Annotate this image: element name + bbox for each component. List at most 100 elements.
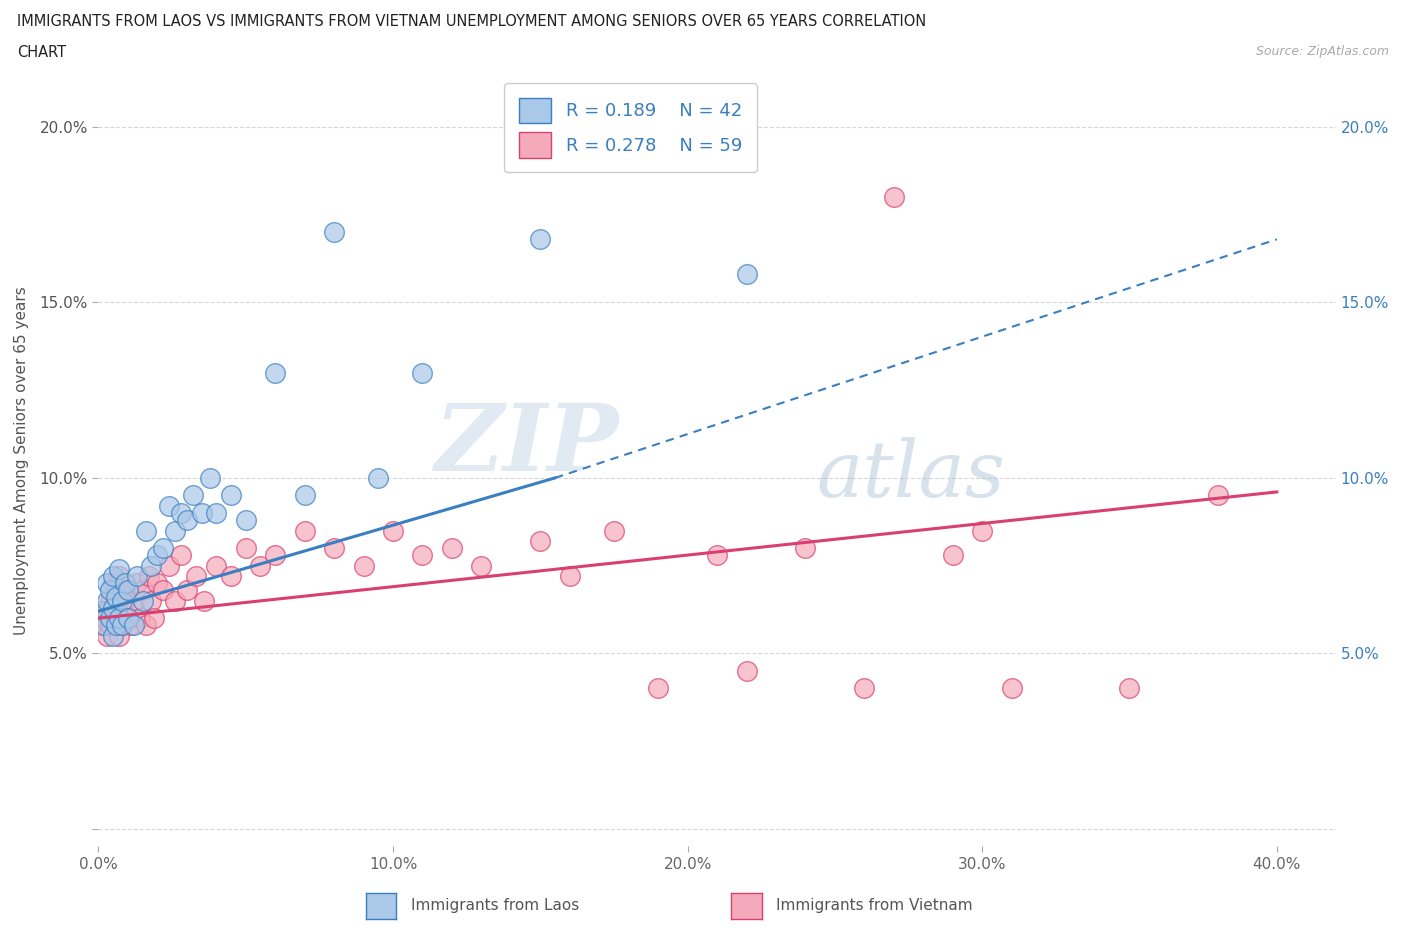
Point — [972, 523, 994, 538]
Point — [105, 618, 128, 632]
Text: Source: ZipAtlas.com: Source: ZipAtlas.com — [1256, 45, 1389, 58]
Point — [101, 600, 124, 615]
Point — [141, 558, 163, 573]
Point — [122, 618, 145, 632]
Point — [105, 583, 128, 598]
Point — [163, 523, 186, 538]
Point — [264, 365, 287, 380]
Point — [111, 618, 134, 632]
Point — [108, 562, 131, 577]
Point — [190, 506, 212, 521]
Point — [120, 618, 142, 632]
Point — [135, 618, 157, 632]
Point — [411, 548, 433, 563]
Point — [125, 576, 148, 591]
Text: CHART: CHART — [17, 45, 66, 60]
Point — [143, 611, 166, 626]
Point — [170, 506, 193, 521]
Point — [735, 663, 758, 678]
Point — [117, 583, 139, 598]
Point — [90, 604, 112, 618]
Point — [131, 593, 153, 608]
Point — [353, 558, 375, 573]
Point — [264, 548, 287, 563]
Point — [101, 569, 124, 584]
Text: atlas: atlas — [815, 438, 1005, 514]
Point — [125, 569, 148, 584]
Point — [367, 471, 389, 485]
Text: IMMIGRANTS FROM LAOS VS IMMIGRANTS FROM VIETNAM UNEMPLOYMENT AMONG SENIORS OVER : IMMIGRANTS FROM LAOS VS IMMIGRANTS FROM … — [17, 14, 927, 29]
Point — [176, 583, 198, 598]
Point — [157, 558, 180, 573]
Point — [131, 583, 153, 598]
Point — [205, 506, 228, 521]
Point — [111, 593, 134, 608]
Y-axis label: Unemployment Among Seniors over 65 years: Unemployment Among Seniors over 65 years — [14, 286, 28, 635]
Point — [152, 583, 174, 598]
Point — [122, 593, 145, 608]
Point — [105, 611, 128, 626]
Point — [176, 512, 198, 527]
Point — [219, 569, 242, 584]
Point — [117, 611, 139, 626]
Point — [96, 576, 118, 591]
Point — [117, 583, 139, 598]
Point — [93, 618, 115, 632]
Point — [440, 540, 463, 555]
Point — [853, 681, 876, 696]
Point — [101, 629, 124, 644]
Point — [108, 569, 131, 584]
Point — [157, 498, 180, 513]
Point — [105, 590, 128, 604]
Point — [96, 629, 118, 644]
Point — [294, 488, 316, 503]
Text: ZIP: ZIP — [434, 400, 619, 490]
Point — [249, 558, 271, 573]
Point — [117, 611, 139, 626]
Point — [1206, 488, 1229, 503]
Point — [135, 523, 157, 538]
Point — [647, 681, 669, 696]
Point — [108, 611, 131, 626]
Point — [200, 471, 222, 485]
Text: Immigrants from Laos: Immigrants from Laos — [411, 898, 579, 913]
Point — [883, 190, 905, 205]
Point — [138, 569, 160, 584]
Text: Immigrants from Vietnam: Immigrants from Vietnam — [776, 898, 973, 913]
Point — [529, 232, 551, 246]
Point — [205, 558, 228, 573]
Point — [98, 583, 121, 598]
Point — [235, 512, 257, 527]
Point — [294, 523, 316, 538]
Point — [382, 523, 405, 538]
Point — [93, 611, 115, 626]
Point — [942, 548, 965, 563]
Point — [323, 540, 346, 555]
Point — [101, 576, 124, 591]
Point — [111, 618, 134, 632]
Point — [323, 225, 346, 240]
Point — [735, 267, 758, 282]
Point — [181, 488, 204, 503]
Point — [163, 593, 186, 608]
Point — [114, 593, 136, 608]
Point — [235, 540, 257, 555]
Point — [146, 548, 169, 563]
Point — [98, 611, 121, 626]
Point — [184, 569, 207, 584]
Point — [706, 548, 728, 563]
Point — [114, 576, 136, 591]
Point — [603, 523, 626, 538]
Point — [470, 558, 492, 573]
Point — [128, 611, 150, 626]
Point — [411, 365, 433, 380]
Point — [529, 534, 551, 549]
Point — [146, 576, 169, 591]
Point — [558, 569, 581, 584]
Point — [1001, 681, 1024, 696]
Point — [152, 540, 174, 555]
Point — [96, 604, 118, 618]
Legend: R = 0.189    N = 42, R = 0.278    N = 59: R = 0.189 N = 42, R = 0.278 N = 59 — [505, 84, 756, 172]
Point — [96, 593, 118, 608]
Point — [98, 593, 121, 608]
